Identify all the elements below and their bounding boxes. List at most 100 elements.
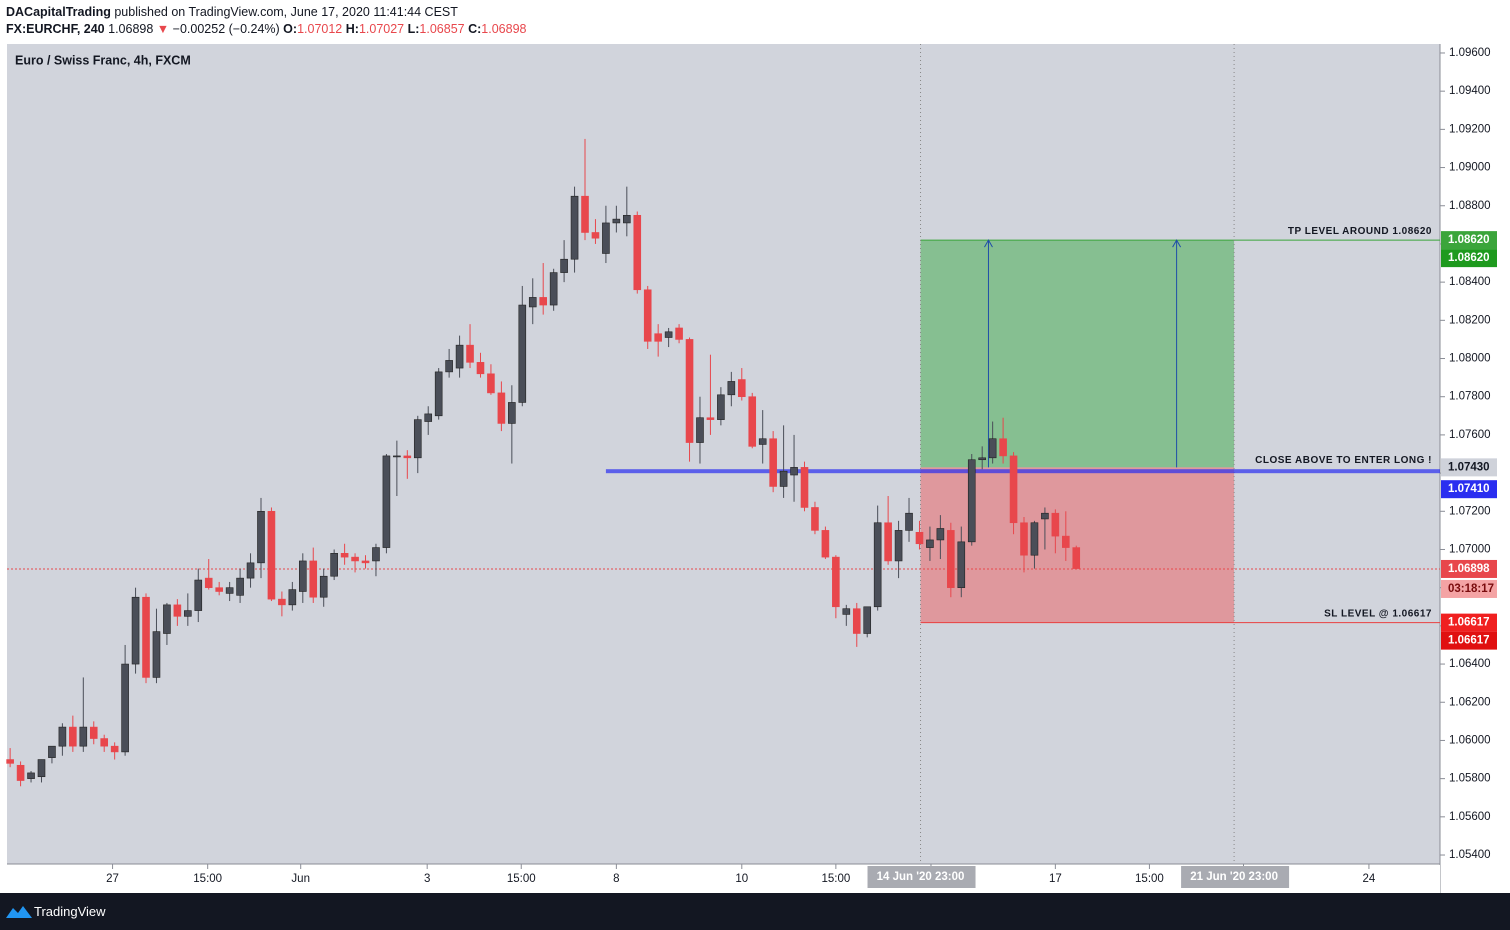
candle-body <box>58 726 67 747</box>
symbol: FX:EURCHF, 240 <box>6 22 105 36</box>
candle-body <box>790 467 798 476</box>
x-tick-label: 8 <box>613 873 619 885</box>
o-label: O: <box>283 22 298 36</box>
author: DACapitalTrading <box>6 5 111 19</box>
candle-body <box>633 214 642 291</box>
o: 1.07012 <box>297 22 343 36</box>
candle-body <box>549 272 558 306</box>
change: −0.00252 (−0.24%) <box>172 22 280 36</box>
price-label: 1.07430 <box>1448 461 1490 473</box>
candle-body <box>915 531 924 545</box>
brand: TradingView <box>34 904 106 919</box>
candle-body <box>413 419 422 459</box>
candle-body <box>978 457 986 461</box>
candle-body <box>1041 512 1049 520</box>
countdown-bg <box>1441 579 1497 598</box>
annotation: CLOSE ABOVE TO ENTER LONG ! <box>1255 455 1432 466</box>
candle-body <box>560 258 568 273</box>
price-label-bg <box>1441 613 1497 632</box>
candle-body <box>257 510 265 564</box>
candle-body <box>215 587 223 592</box>
x-tick-label: 17 <box>1049 873 1062 885</box>
candle-body <box>121 663 129 753</box>
date-box <box>1181 866 1290 888</box>
candle-body <box>758 438 767 445</box>
candle-body <box>163 604 171 634</box>
footer: TradingView <box>0 893 1510 930</box>
price-label: 1.06617 <box>1448 635 1490 647</box>
y-tick-label: 1.06200 <box>1449 696 1491 708</box>
y-tick-label: 1.07200 <box>1449 505 1491 517</box>
candle-body <box>6 759 14 764</box>
last: 1.06898 <box>108 22 154 36</box>
hline <box>605 469 1440 474</box>
candle-body <box>873 522 882 608</box>
c: 1.06898 <box>481 22 527 36</box>
x-tick-label: 15:00 <box>507 873 536 885</box>
date-label: 14 Jun '20 23:00 <box>877 871 965 883</box>
y-tick-label: 1.08800 <box>1449 200 1491 212</box>
candle-body <box>654 333 662 342</box>
arrow: ▼ <box>156 22 170 36</box>
x-tick-label: 27 <box>106 873 119 885</box>
y-tick-label: 1.08200 <box>1449 314 1491 326</box>
price-label-bg <box>1441 458 1497 477</box>
price-label-bg <box>1441 559 1497 578</box>
countdown: 03:18:17 <box>1448 583 1494 595</box>
candle-body <box>863 606 872 634</box>
candle-body <box>1009 455 1018 524</box>
candle-body <box>319 575 328 598</box>
candle-body <box>393 455 401 458</box>
y-tick-label: 1.05600 <box>1449 811 1491 823</box>
candle-body <box>1030 522 1039 556</box>
y-tick-label: 1.05800 <box>1449 773 1491 785</box>
candle-body <box>508 402 516 424</box>
candle-body <box>225 587 234 594</box>
candle-body <box>643 289 652 342</box>
candle-body <box>194 579 203 611</box>
candle-body <box>591 232 600 239</box>
candle-body <box>476 362 485 375</box>
candle-body <box>445 360 453 373</box>
annotation: SL LEVEL @ 1.06617 <box>1324 608 1432 619</box>
candle-body <box>581 195 589 233</box>
x-tick-label: 10 <box>735 873 748 885</box>
y-tick-label: 1.05400 <box>1449 849 1491 861</box>
candle-body <box>27 772 35 779</box>
date-box <box>867 866 976 888</box>
y-tick-label: 1.08000 <box>1449 353 1491 365</box>
candle-body <box>811 507 819 531</box>
price-label-bg <box>1441 231 1497 250</box>
candle-body <box>110 745 119 753</box>
loss-zone <box>920 467 1235 623</box>
candle-body <box>570 195 579 260</box>
candle-body <box>434 371 443 417</box>
candle-body <box>204 577 213 588</box>
candle-body <box>309 560 318 598</box>
chart-title: Euro / Swiss Franc, 4h, FXCM <box>15 53 191 67</box>
price-label: 1.07410 <box>1448 483 1490 495</box>
y-tick-label: 1.09600 <box>1449 47 1491 59</box>
price-label: 1.08620 <box>1448 252 1490 264</box>
h-label: H: <box>345 22 359 36</box>
c-label: C: <box>468 22 482 36</box>
candle-body <box>340 553 349 558</box>
candle-body <box>664 331 673 338</box>
x-tick-label: 15:00 <box>1135 873 1164 885</box>
published: published on TradingView.com, June 17, 2… <box>114 5 458 19</box>
candle-body <box>372 547 380 562</box>
candle-body <box>748 396 757 447</box>
candle-body <box>1062 535 1070 548</box>
y-tick-label: 1.06000 <box>1449 734 1491 746</box>
candle-body <box>48 745 56 758</box>
price-label-bg <box>1441 480 1497 499</box>
candle-body <box>821 530 830 558</box>
price-label: 1.08620 <box>1448 234 1490 246</box>
candle-body <box>1072 547 1081 569</box>
candle-body <box>497 392 506 424</box>
candle-body <box>894 530 903 562</box>
logo <box>6 906 32 918</box>
candle-body <box>706 417 715 420</box>
candle-body <box>37 759 46 778</box>
x-tick-label: 24 <box>1363 873 1376 885</box>
